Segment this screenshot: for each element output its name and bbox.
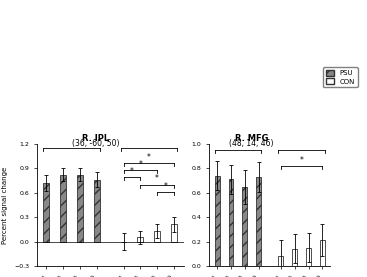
- Bar: [292, 249, 297, 266]
- Text: *: *: [300, 156, 304, 165]
- Bar: [320, 240, 325, 266]
- Legend: PSU, CON: PSU, CON: [323, 67, 357, 87]
- Bar: [279, 256, 283, 266]
- Text: (36, -60, 50): (36, -60, 50): [72, 139, 119, 148]
- Text: *: *: [130, 167, 134, 176]
- Text: *: *: [147, 153, 150, 161]
- Text: (48, 14, 46): (48, 14, 46): [229, 139, 274, 148]
- Bar: [171, 224, 177, 242]
- Bar: [215, 176, 219, 266]
- Bar: [256, 177, 261, 266]
- Bar: [60, 175, 66, 242]
- Y-axis label: Percent signal change: Percent signal change: [2, 166, 8, 243]
- Bar: [137, 237, 143, 242]
- Text: *: *: [164, 182, 167, 191]
- Bar: [43, 183, 49, 242]
- Bar: [242, 187, 247, 266]
- Bar: [94, 180, 99, 242]
- Bar: [77, 175, 83, 242]
- Text: R. IPL: R. IPL: [82, 134, 109, 143]
- Bar: [306, 248, 311, 266]
- Bar: [154, 231, 160, 242]
- Bar: [229, 179, 233, 266]
- Text: R. MFG: R. MFG: [235, 134, 268, 143]
- Text: *: *: [155, 175, 159, 183]
- Text: *: *: [138, 160, 142, 169]
